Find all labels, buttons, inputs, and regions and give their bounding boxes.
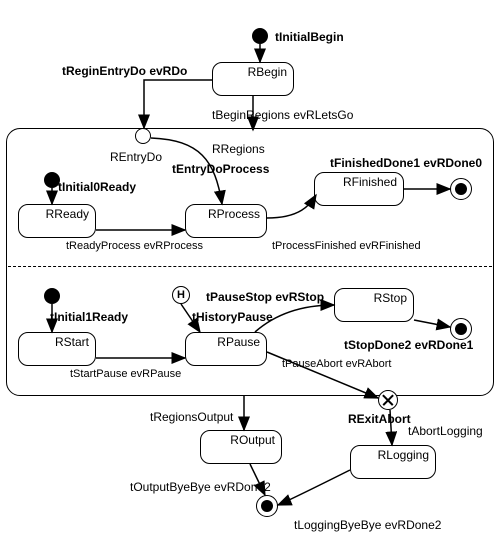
state-rstop: RStop bbox=[334, 288, 414, 322]
label-tStopDone2: tStopDone2 evRDone1 bbox=[344, 338, 473, 352]
label-tInitial1Ready: tInitial1Ready bbox=[50, 310, 128, 324]
label-tPauseAbort: tPauseAbort evRAbort bbox=[282, 358, 391, 370]
history-label: H bbox=[177, 289, 185, 301]
state-rprocess: RProcess bbox=[185, 204, 267, 238]
label-tOutputByeBye: tOutputByeBye evRDone2 bbox=[130, 480, 271, 494]
history-node: H bbox=[172, 286, 190, 304]
label-rexitabort: RExitAbort bbox=[348, 412, 411, 426]
junction-rentrydo bbox=[135, 128, 151, 144]
state-rpause-label: RPause bbox=[217, 335, 260, 349]
state-routput: ROutput bbox=[200, 430, 282, 464]
label-tReadyProcess: tReadyProcess evRProcess bbox=[66, 240, 203, 252]
initial-r1 bbox=[44, 288, 60, 304]
region-separator bbox=[8, 266, 492, 267]
state-rready: RReady bbox=[18, 204, 96, 238]
state-rready-label: RReady bbox=[46, 207, 89, 221]
final-r1 bbox=[450, 318, 472, 340]
state-rfinished: RFinished bbox=[314, 172, 404, 206]
state-routput-label: ROutput bbox=[230, 433, 275, 447]
label-tAbortLogging: tAbortLogging bbox=[408, 424, 483, 438]
label-tFinishedDone1: tFinishedDone1 evRDone0 bbox=[330, 156, 482, 170]
label-tProcessFinished: tProcessFinished evRFinished bbox=[272, 240, 421, 252]
state-rpause: RPause bbox=[185, 332, 267, 366]
label-tInitialBegin: tInitialBegin bbox=[275, 30, 344, 44]
label-rentrydo: REntryDo bbox=[110, 150, 162, 164]
label-tPauseStop: tPauseStop evRStop bbox=[206, 290, 324, 304]
state-rstart-label: RStart bbox=[55, 335, 89, 349]
initial-top bbox=[252, 28, 268, 44]
label-tHistoryPause: tHistoryPause bbox=[192, 310, 273, 324]
final-r0 bbox=[450, 178, 472, 200]
label-tInitial0Ready: tInitial0Ready bbox=[58, 180, 136, 194]
state-rstart: RStart bbox=[18, 332, 96, 366]
state-rprocess-label: RProcess bbox=[208, 207, 260, 221]
label-tLoggingByeBye: tLoggingByeBye evRDone2 bbox=[294, 518, 441, 532]
final-bottom bbox=[256, 495, 278, 517]
state-rlogging-label: RLogging bbox=[378, 448, 429, 462]
label-tEntryDoProcess: tEntryDoProcess bbox=[172, 162, 269, 176]
label-tReginEntryDo: tReginEntryDo evRDo bbox=[62, 64, 187, 78]
state-rbegin: RBegin bbox=[212, 62, 294, 96]
state-rlogging: RLogging bbox=[350, 445, 436, 479]
terminate-abort bbox=[378, 390, 398, 410]
label-tStartPause: tStartPause evRPause bbox=[70, 368, 181, 380]
state-rfinished-label: RFinished bbox=[343, 175, 397, 189]
state-rstop-label: RStop bbox=[374, 291, 407, 305]
label-tBeginRegions: tBeginRegions evRLetsGo bbox=[212, 108, 353, 122]
label-tRegionsOutput: tRegionsOutput bbox=[150, 410, 233, 424]
label-rregions: RRegions bbox=[212, 142, 265, 156]
state-rbegin-label: RBegin bbox=[248, 65, 287, 79]
